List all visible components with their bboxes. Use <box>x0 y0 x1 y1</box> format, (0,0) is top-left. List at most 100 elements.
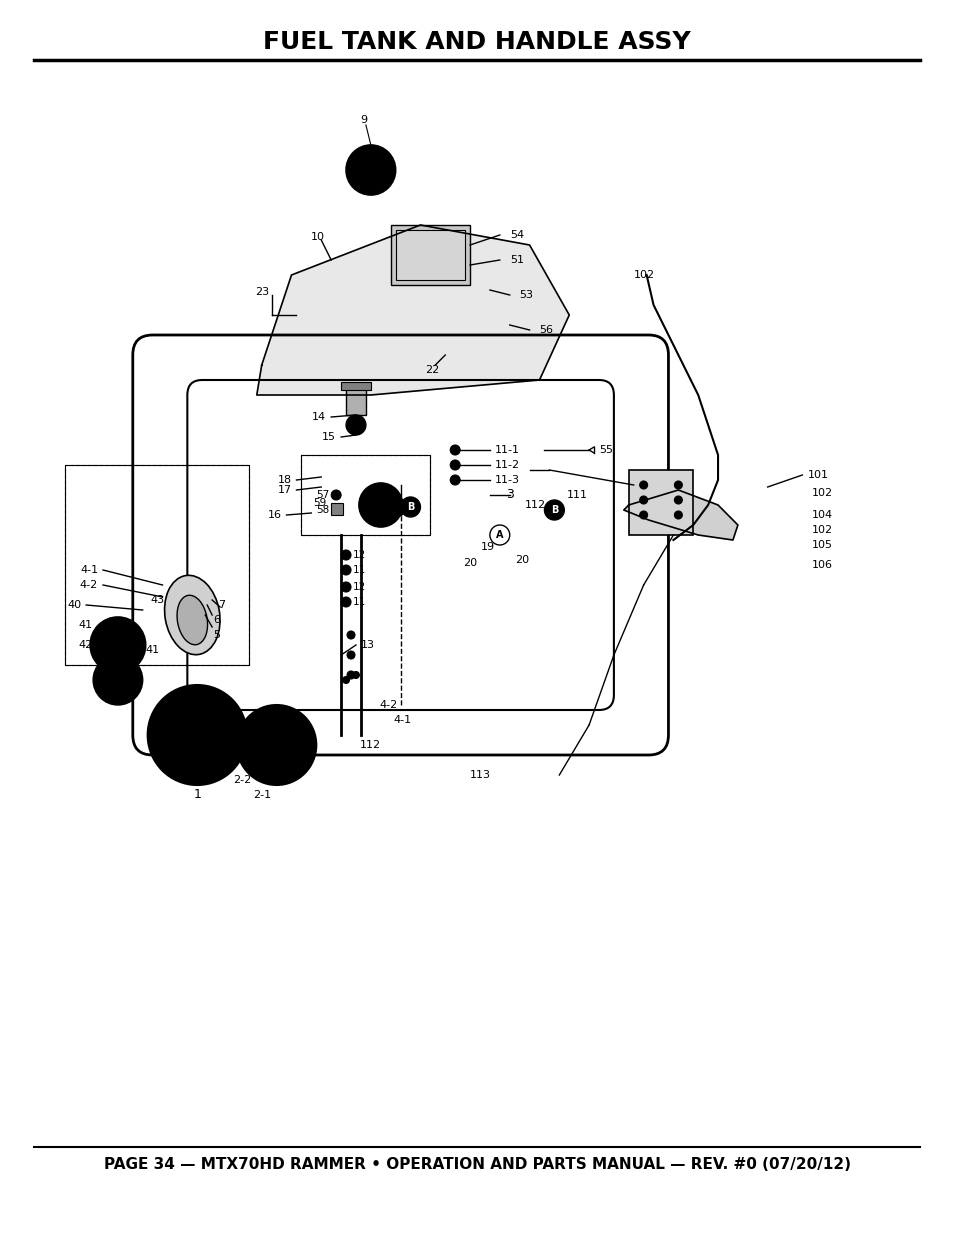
Text: 57: 57 <box>315 490 329 500</box>
Text: PAGE 34 — MTX70HD RAMMER • OPERATION AND PARTS MANUAL — REV. #0 (07/20/12): PAGE 34 — MTX70HD RAMMER • OPERATION AND… <box>103 1157 850 1172</box>
Text: 20: 20 <box>515 555 529 564</box>
Text: 102: 102 <box>633 270 654 280</box>
Ellipse shape <box>177 595 208 645</box>
Circle shape <box>450 475 459 485</box>
Text: 11: 11 <box>353 564 366 576</box>
Circle shape <box>639 480 647 489</box>
Circle shape <box>341 597 351 606</box>
Text: FUEL TANK AND HANDLE ASSY: FUEL TANK AND HANDLE ASSY <box>263 30 690 54</box>
Text: 102: 102 <box>811 488 833 498</box>
Text: 9: 9 <box>360 115 367 125</box>
Text: 12: 12 <box>353 550 366 559</box>
Text: 7: 7 <box>218 600 226 610</box>
Circle shape <box>342 677 349 683</box>
Bar <box>301 454 430 535</box>
Text: 2-2: 2-2 <box>233 776 251 785</box>
Circle shape <box>236 705 316 785</box>
Text: 112: 112 <box>524 500 545 510</box>
Text: 101: 101 <box>806 471 827 480</box>
Text: 111: 111 <box>567 490 588 500</box>
Circle shape <box>254 722 298 767</box>
Circle shape <box>112 638 124 651</box>
Circle shape <box>674 496 681 504</box>
Text: 56: 56 <box>539 325 553 335</box>
Text: 4-2: 4-2 <box>379 700 397 710</box>
Circle shape <box>168 705 227 764</box>
Text: B: B <box>550 505 558 515</box>
Circle shape <box>93 655 143 705</box>
Polygon shape <box>256 225 569 395</box>
Circle shape <box>331 490 341 500</box>
Bar <box>301 454 430 535</box>
Bar <box>341 382 371 390</box>
Text: 54: 54 <box>509 230 523 240</box>
Text: 42: 42 <box>111 655 125 664</box>
Text: 5: 5 <box>213 630 220 640</box>
Circle shape <box>269 737 284 753</box>
Text: 11-1: 11-1 <box>495 445 519 454</box>
Text: 19: 19 <box>480 542 495 552</box>
Text: 40: 40 <box>67 600 81 610</box>
Bar <box>346 385 366 415</box>
Text: 51: 51 <box>509 254 523 266</box>
Circle shape <box>347 651 355 659</box>
Text: 106: 106 <box>811 559 832 571</box>
Circle shape <box>353 152 388 188</box>
Text: 53: 53 <box>519 290 533 300</box>
Text: 11-3: 11-3 <box>495 475 519 485</box>
Text: 13: 13 <box>360 640 375 650</box>
Text: 23: 23 <box>254 287 269 296</box>
Text: 18: 18 <box>277 475 292 485</box>
Text: 6: 6 <box>213 615 220 625</box>
Circle shape <box>187 725 207 745</box>
Text: 58: 58 <box>315 505 329 515</box>
Circle shape <box>341 564 351 576</box>
Text: 102: 102 <box>811 525 833 535</box>
Circle shape <box>544 500 564 520</box>
Bar <box>395 230 465 280</box>
Text: 12: 12 <box>353 582 366 592</box>
Text: 112: 112 <box>360 740 381 750</box>
Text: 16: 16 <box>267 510 281 520</box>
Text: 11: 11 <box>353 597 366 606</box>
Bar <box>331 503 343 515</box>
Text: 11-2: 11-2 <box>495 459 519 471</box>
Circle shape <box>347 631 355 638</box>
Text: 105: 105 <box>811 540 832 550</box>
Circle shape <box>400 496 420 517</box>
Circle shape <box>341 582 351 592</box>
Text: 22: 22 <box>425 366 439 375</box>
Ellipse shape <box>165 576 220 655</box>
Circle shape <box>346 415 366 435</box>
Circle shape <box>674 480 681 489</box>
Polygon shape <box>623 490 737 540</box>
Circle shape <box>450 459 459 471</box>
Bar <box>65 466 249 664</box>
Circle shape <box>353 672 359 678</box>
Text: 15: 15 <box>322 432 335 442</box>
Text: 41: 41 <box>78 620 92 630</box>
Text: 4-1: 4-1 <box>394 715 412 725</box>
Text: 42: 42 <box>78 640 92 650</box>
Circle shape <box>639 496 647 504</box>
Text: 43: 43 <box>151 595 165 605</box>
Circle shape <box>358 483 402 527</box>
Text: 59: 59 <box>313 498 326 508</box>
Bar <box>628 471 693 535</box>
Text: 113: 113 <box>469 769 490 781</box>
Text: B: B <box>406 501 414 513</box>
Circle shape <box>106 668 130 692</box>
Circle shape <box>373 496 388 513</box>
Text: 20: 20 <box>462 558 476 568</box>
Text: 1: 1 <box>193 788 201 802</box>
Text: 17: 17 <box>277 485 292 495</box>
Circle shape <box>148 685 247 785</box>
Circle shape <box>674 511 681 519</box>
Bar <box>65 466 249 664</box>
Text: 14: 14 <box>312 412 326 422</box>
Text: 41: 41 <box>146 645 159 655</box>
Circle shape <box>352 421 359 429</box>
Circle shape <box>341 550 351 559</box>
Text: 4-2: 4-2 <box>80 580 98 590</box>
Circle shape <box>450 445 459 454</box>
